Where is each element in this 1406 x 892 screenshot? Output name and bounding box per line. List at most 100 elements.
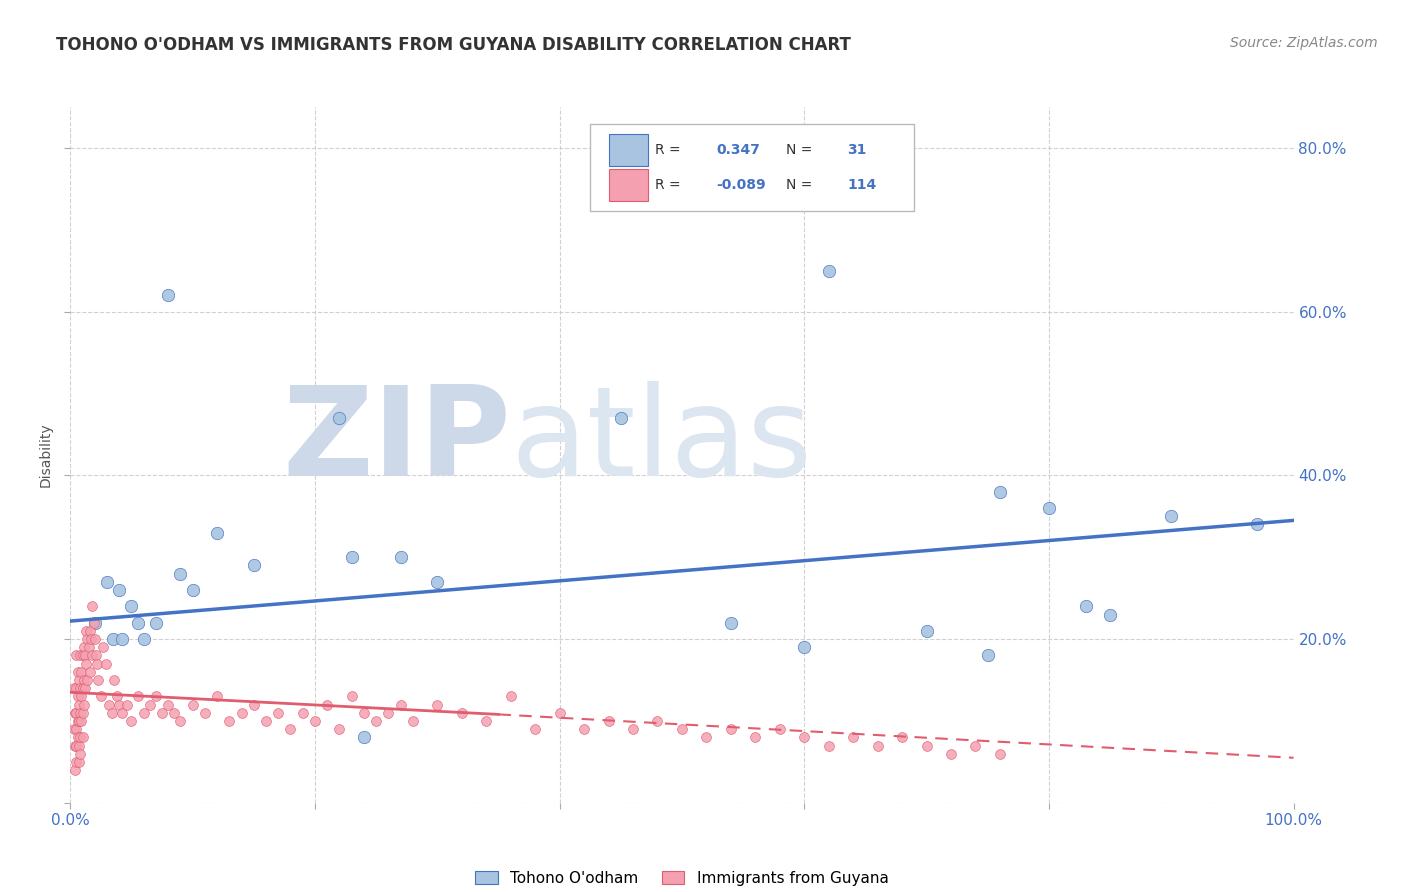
Point <box>127 615 149 630</box>
Point <box>988 484 1011 499</box>
Point <box>66 690 89 704</box>
Point <box>132 706 155 720</box>
Point <box>340 690 363 704</box>
Point <box>72 648 94 663</box>
Point <box>181 582 204 597</box>
Point <box>101 706 124 720</box>
Point <box>101 632 124 646</box>
Point <box>328 411 350 425</box>
Point <box>65 722 87 736</box>
FancyBboxPatch shape <box>609 134 648 166</box>
Point <box>111 706 134 720</box>
Point <box>65 681 87 696</box>
Point <box>572 722 595 736</box>
Point <box>621 722 644 736</box>
Point <box>939 747 962 761</box>
Point <box>145 690 167 704</box>
Point <box>96 574 118 589</box>
Point <box>157 698 180 712</box>
Point <box>744 731 766 745</box>
Point <box>647 714 669 728</box>
Point <box>121 714 143 728</box>
Point <box>181 698 204 712</box>
Point <box>79 624 101 638</box>
Text: atlas: atlas <box>510 381 813 501</box>
Point <box>977 648 1000 663</box>
Point <box>63 763 86 777</box>
Point <box>965 739 987 753</box>
Point <box>108 698 131 712</box>
Text: 31: 31 <box>846 144 866 157</box>
Point <box>720 722 742 736</box>
Point <box>1160 509 1182 524</box>
Point <box>389 550 412 565</box>
Point <box>475 714 498 728</box>
Point <box>69 648 91 663</box>
Point <box>671 722 693 736</box>
Point <box>328 722 350 736</box>
Point <box>127 690 149 704</box>
Point <box>139 698 162 712</box>
Text: -0.089: -0.089 <box>716 178 766 192</box>
Point <box>66 731 89 745</box>
Point <box>75 624 97 638</box>
Point <box>231 706 253 720</box>
Point <box>73 681 96 696</box>
Point <box>1099 607 1122 622</box>
Point <box>83 615 105 630</box>
Point <box>79 665 101 679</box>
Point <box>63 739 86 753</box>
Point <box>69 747 91 761</box>
Point <box>75 657 97 671</box>
Point <box>77 640 100 655</box>
Point <box>1246 517 1268 532</box>
Point <box>598 714 620 728</box>
Text: N =: N = <box>786 144 813 157</box>
Y-axis label: Disability: Disability <box>39 423 53 487</box>
Point <box>70 690 93 704</box>
Point <box>499 690 522 704</box>
Point <box>280 722 302 736</box>
Point <box>267 706 290 720</box>
Point <box>145 615 167 630</box>
Point <box>205 690 228 704</box>
Text: R =: R = <box>655 144 681 157</box>
Point <box>915 739 938 753</box>
Point <box>169 714 191 728</box>
Point <box>83 632 105 646</box>
Point <box>66 714 89 728</box>
Point <box>63 706 86 720</box>
Point <box>70 714 93 728</box>
Point <box>389 698 412 712</box>
Point <box>73 640 96 655</box>
Point <box>67 755 90 769</box>
Point <box>402 714 425 728</box>
Point <box>73 648 96 663</box>
Point <box>65 648 87 663</box>
Point <box>90 690 112 704</box>
Point <box>69 731 91 745</box>
Point <box>111 632 134 646</box>
Point <box>67 714 90 728</box>
Point <box>63 722 86 736</box>
Point <box>65 706 87 720</box>
Text: 114: 114 <box>846 178 876 192</box>
Point <box>866 739 889 753</box>
Point <box>84 648 107 663</box>
Point <box>82 648 104 663</box>
Point <box>76 673 98 687</box>
Point <box>695 731 717 745</box>
Point <box>72 681 94 696</box>
Point <box>426 574 449 589</box>
Point <box>83 615 105 630</box>
Point <box>67 739 90 753</box>
Point <box>67 673 90 687</box>
Point <box>817 264 839 278</box>
Point <box>304 714 326 728</box>
Legend: Tohono O'odham, Immigrants from Guyana: Tohono O'odham, Immigrants from Guyana <box>475 871 889 886</box>
Point <box>366 714 388 728</box>
Point <box>205 525 228 540</box>
Point <box>169 566 191 581</box>
Point <box>121 599 143 614</box>
Point <box>353 731 375 745</box>
